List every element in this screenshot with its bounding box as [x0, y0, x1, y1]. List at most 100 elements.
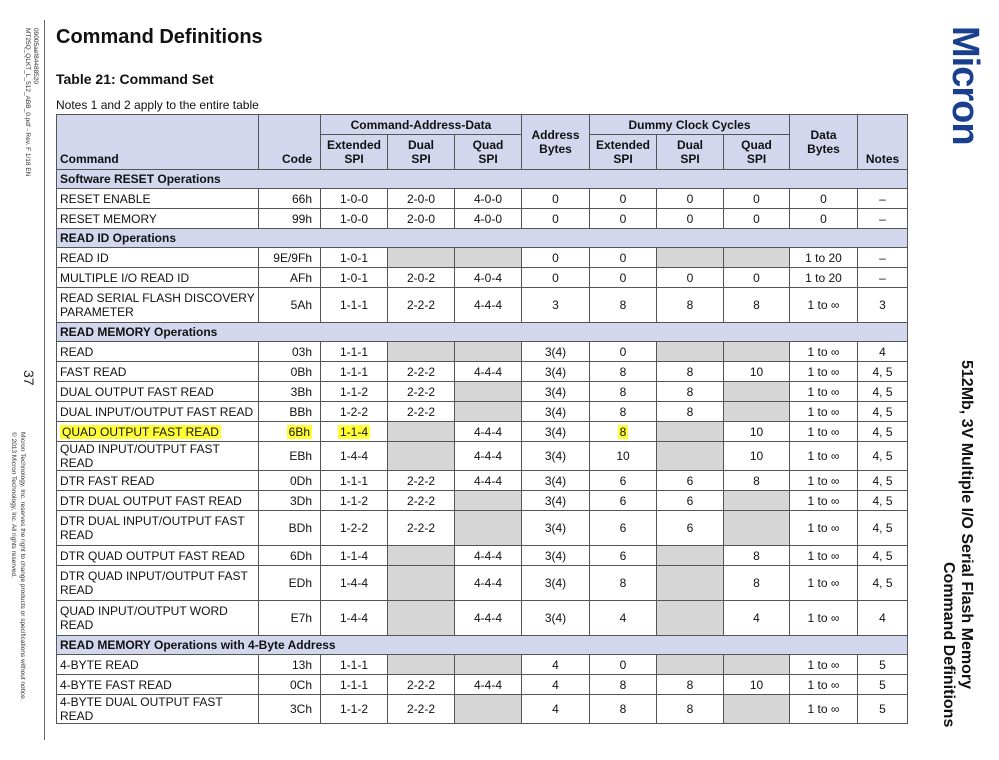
cell-cad-dual: [387, 247, 455, 268]
cell-cad-dual: 2-2-2: [387, 510, 455, 546]
cell-notes: 4, 5: [857, 545, 908, 566]
cell-notes: 4, 5: [857, 470, 908, 491]
cell-code: 99h: [258, 208, 321, 229]
cell-cad-quad: 4-0-4: [454, 267, 522, 288]
cell-data-bytes: 1 to ∞: [789, 441, 858, 471]
cell-cad-extended: 1-1-1: [320, 674, 388, 695]
col-cad-dual-line: SPI: [411, 152, 431, 166]
cell-notes: 4, 5: [857, 510, 908, 546]
cell-cad-quad: [454, 341, 522, 362]
cell-command: QUAD OUTPUT FAST READ: [56, 421, 259, 442]
cell-cad-quad: [454, 381, 522, 402]
col-cad-dual-line: Dual: [407, 138, 434, 152]
cell-address-bytes: 3: [521, 287, 590, 323]
cell-dc-quad: 10: [723, 421, 790, 442]
cell-cad-dual: [387, 441, 455, 471]
cell-data-bytes: 1 to ∞: [789, 510, 858, 546]
table-row: DUAL INPUT/OUTPUT FAST READ BBh 1-2-2 2-2-2…: [56, 401, 908, 422]
cell-dc-extended: 8: [589, 381, 657, 402]
cell-data-bytes: 1 to ∞: [789, 600, 858, 636]
cell-dc-extended: 6: [589, 470, 657, 491]
cell-cad-quad: 4-4-4: [454, 287, 522, 323]
cell-notes: 4, 5: [857, 401, 908, 422]
cell-command: DTR FAST READ: [56, 470, 259, 491]
cell-dc-dual: [656, 341, 724, 362]
col-address-bytes-line: Address: [531, 128, 580, 142]
cell-cad-quad: [454, 654, 522, 675]
col-cad-quad-line: Quad: [472, 138, 504, 152]
cell-notes: 4: [857, 341, 908, 362]
col-cad-extended-line: Extended: [326, 138, 381, 152]
cell-data-bytes: 0: [789, 188, 858, 209]
page-number: 37: [21, 370, 37, 386]
cell-cad-quad: 4-4-4: [454, 600, 522, 636]
table-notes: Notes 1 and 2 apply to the entire table: [56, 98, 259, 112]
cell-dc-dual: 0: [656, 267, 724, 288]
cell-dc-dual: 6: [656, 490, 724, 511]
table-row: DTR QUAD OUTPUT FAST READ 6Dh 1-1-4 4-4-4 3(…: [56, 545, 908, 566]
col-dc-extended: Extended SPI: [589, 134, 657, 170]
col-dc-extended-line: SPI: [613, 152, 633, 166]
cell-code: BDh: [258, 510, 321, 546]
cell-command: DTR QUAD INPUT/OUTPUT FAST READ: [56, 565, 259, 601]
cell-command: 4-BYTE FAST READ: [56, 674, 259, 695]
cell-cad-quad: 4-0-0: [454, 188, 522, 209]
cell-code: 0Ch: [258, 674, 321, 695]
cell-command: 4-BYTE DUAL OUTPUT FAST READ: [56, 694, 259, 724]
cell-cad-extended: 1-1-1: [320, 341, 388, 362]
cell-dc-extended: 8: [589, 401, 657, 422]
cell-dc-dual: 0: [656, 208, 724, 229]
cell-command: DTR QUAD OUTPUT FAST READ: [56, 545, 259, 566]
col-cad-quad-line: SPI: [478, 152, 498, 166]
cell-dc-dual: [656, 441, 724, 471]
group-command-address-data: Command-Address-Data: [320, 114, 522, 135]
cell-cad-dual: 2-2-2: [387, 381, 455, 402]
margin-divider: [44, 20, 45, 740]
cell-dc-quad: 8: [723, 470, 790, 491]
col-dc-quad: Quad SPI: [723, 134, 790, 170]
cell-cad-extended: 1-1-4: [320, 421, 388, 442]
cell-dc-extended: 8: [589, 421, 657, 442]
cell-data-bytes: 1 to ∞: [789, 401, 858, 422]
cell-dc-dual: [656, 654, 724, 675]
cell-dc-extended: 8: [589, 674, 657, 695]
cell-data-bytes: 1 to ∞: [789, 381, 858, 402]
cell-cad-quad: [454, 510, 522, 546]
cell-notes: 5: [857, 694, 908, 724]
cell-cad-extended: 1-2-2: [320, 510, 388, 546]
cell-data-bytes: 1 to ∞: [789, 694, 858, 724]
cell-command: RESET ENABLE: [56, 188, 259, 209]
section-label: READ MEMORY Operations: [56, 322, 908, 342]
cell-notes: 4, 5: [857, 565, 908, 601]
cell-dc-quad: [723, 510, 790, 546]
cell-command: READ ID: [56, 247, 259, 268]
table-subheader-row: Extended SPI Dual SPI Quad SPI Extended SPI …: [57, 134, 908, 170]
cell-command: DUAL OUTPUT FAST READ: [56, 381, 259, 402]
cell-dc-extended: 0: [589, 188, 657, 209]
legal-line: Micron Technology, Inc. reserves the rig…: [19, 432, 26, 701]
cell-cad-dual: 2-0-0: [387, 208, 455, 229]
cell-notes: 3: [857, 287, 908, 323]
table-row: READ 03h 1-1-1 3(4) 0 1 to ∞ 4: [56, 341, 908, 362]
col-data-bytes-line: Bytes: [807, 142, 840, 156]
col-address-bytes-line: Bytes: [539, 142, 572, 156]
cell-data-bytes: 1 to ∞: [789, 654, 858, 675]
table-row: QUAD OUTPUT FAST READ 6Bh 1-1-4 4-4-4 3(4) 8 1…: [56, 421, 908, 442]
table-title: Table 21: Command Set: [56, 71, 214, 87]
cell-dc-dual: [656, 600, 724, 636]
cell-command: DTR DUAL INPUT/OUTPUT FAST READ: [56, 510, 259, 546]
cell-dc-extended: 8: [589, 287, 657, 323]
cell-dc-dual: [656, 545, 724, 566]
cell-dc-extended: 6: [589, 510, 657, 546]
cell-cad-quad: 4-0-0: [454, 208, 522, 229]
cell-dc-extended: 4: [589, 600, 657, 636]
cell-dc-extended: 8: [589, 565, 657, 601]
highlighted-text: 8: [617, 424, 629, 439]
cell-cad-dual: [387, 600, 455, 636]
cell-cad-extended: 1-4-4: [320, 441, 388, 471]
section-row: Software RESET Operations: [56, 169, 908, 189]
cell-dc-quad: 0: [723, 208, 790, 229]
cell-code: 66h: [258, 188, 321, 209]
cell-dc-quad: 0: [723, 267, 790, 288]
section-row: READ ID Operations: [56, 228, 908, 248]
